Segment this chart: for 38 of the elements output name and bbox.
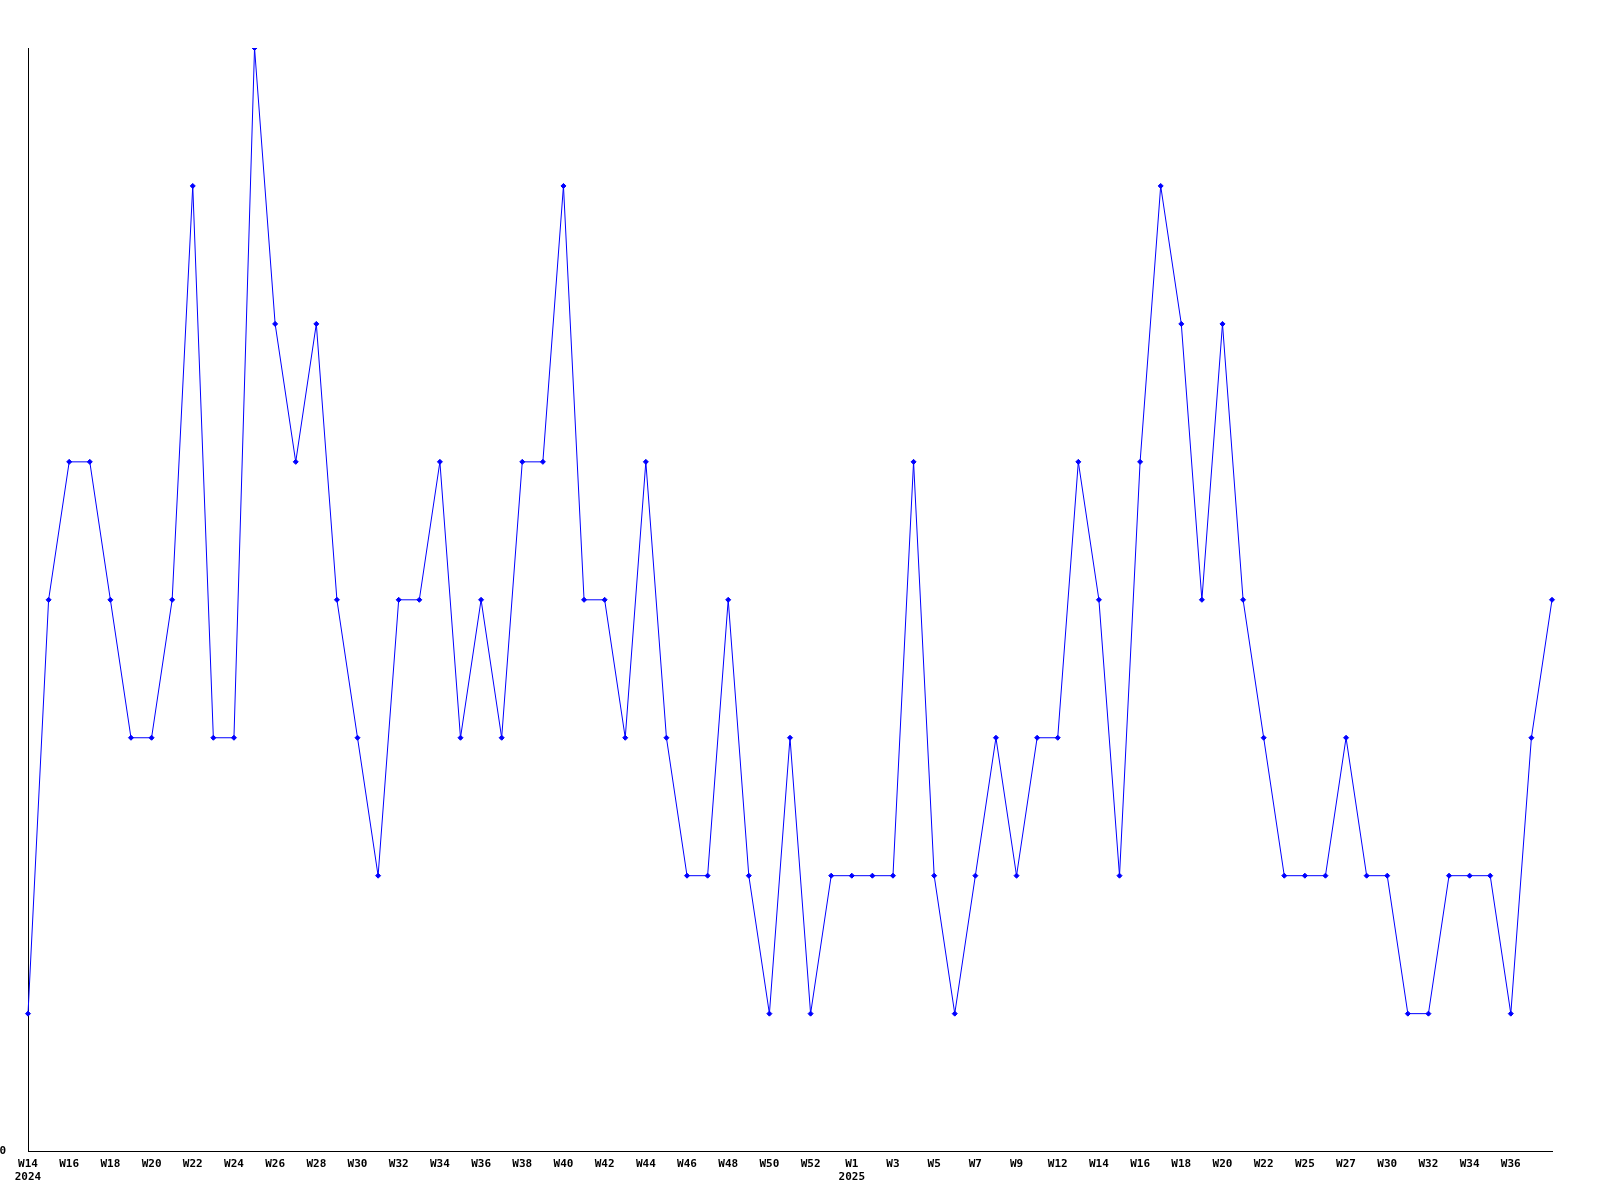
x-tick-label: W7 (968, 1157, 982, 1171)
x-tick-label: W25 (1294, 1157, 1315, 1171)
x-tick-label: W22 (182, 1157, 203, 1171)
x-tick-label: W12 (1047, 1157, 1068, 1171)
x-tick-label: W52 (800, 1157, 821, 1171)
x-tick-label: W3 (886, 1157, 900, 1171)
x-tick-label: W16 (59, 1157, 80, 1171)
x-tick-label: W40 (553, 1157, 574, 1171)
x-tick-label: W50 (759, 1157, 780, 1171)
x-tick-label: W34 (429, 1157, 451, 1171)
x-tick-label: W14 2024 (14, 1157, 42, 1184)
x-tick-label: W20 (1212, 1157, 1233, 1171)
x-tick-label: W44 (635, 1157, 657, 1171)
x-tick-label: W38 (512, 1157, 533, 1171)
text: 0 (0, 1144, 6, 1158)
x-tick-label: W32 (388, 1157, 409, 1171)
x-tick-label: W24 (224, 1157, 245, 1171)
x-tick-label: W5 (927, 1157, 941, 1171)
x-tick-label: W18 (100, 1157, 121, 1171)
x-tick-label: W46 (677, 1157, 698, 1171)
x-tick-label: W18 (1171, 1157, 1192, 1171)
x-tick-label: W16 (1130, 1157, 1151, 1171)
x-tick-label: W36 (1500, 1157, 1522, 1171)
x-tick-label: W14 (1088, 1157, 1110, 1171)
x-tick-label: W36 (471, 1157, 492, 1171)
x-tick-label: W20 (141, 1157, 162, 1171)
x-tick-label: W42 (594, 1157, 615, 1171)
x-tick-label: W48 (718, 1157, 739, 1171)
x-tick-label: W22 (1253, 1157, 1274, 1171)
x-tick-label: W1 2025 (838, 1157, 866, 1184)
x-tick-label: W30 (347, 1157, 368, 1171)
x-tick-label: W26 (265, 1157, 286, 1171)
x-tick-label: W28 (306, 1157, 327, 1171)
x-tick-label: W27 (1336, 1157, 1356, 1171)
x-tick-label: W9 (1009, 1157, 1024, 1171)
x-tick-label: W32 (1418, 1157, 1439, 1171)
x-tick-label: W34 (1459, 1157, 1480, 1171)
x-tick-label: W30 (1377, 1157, 1398, 1171)
